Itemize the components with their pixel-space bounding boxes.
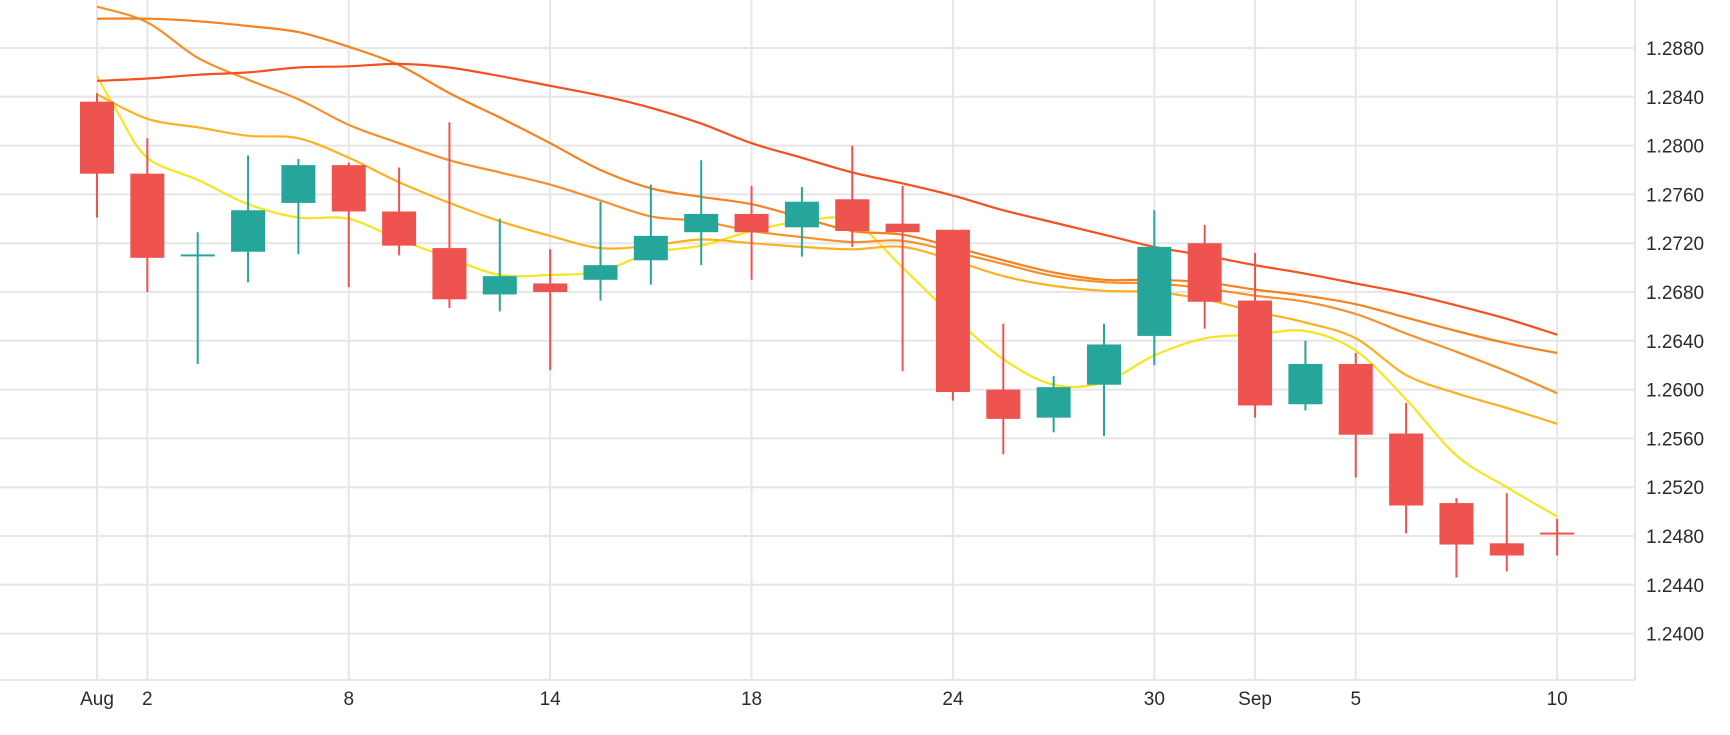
x-axis: Aug 2 8 14 18 24 30 Sep 5 10 [80,689,1568,710]
x-tick-label: 30 [1144,689,1165,710]
y-axis: 1.2400 1.2440 1.2480 1.2520 1.2560 1.2600 1.26… [1646,39,1704,646]
candle-body [633,235,668,261]
candle-body [835,199,870,231]
candle [734,185,769,280]
candle [281,159,316,255]
candle [1036,376,1071,433]
candle-body [281,165,316,203]
candle-body [180,254,215,257]
x-tick-label: 5 [1350,689,1361,710]
y-tick-label: 1.2880 [1646,39,1704,60]
candle [835,145,870,247]
x-tick-label: 14 [540,689,562,710]
candle [1439,498,1474,578]
candle [482,218,517,312]
candle-body [1036,387,1071,418]
y-tick-label: 1.2520 [1646,478,1704,499]
candle-body [784,201,819,228]
candle-body [1540,532,1575,535]
candle [986,323,1021,455]
candle [1087,323,1121,436]
x-tick-label: Aug [80,689,114,710]
candle-body [684,213,719,233]
candle [1540,518,1575,556]
grid-lines [0,0,1636,681]
candle-body [935,229,970,393]
candle-body [1238,300,1273,406]
candle [1238,252,1273,418]
candle [1137,210,1172,366]
candle-body [482,276,517,295]
y-tick-label: 1.2640 [1646,332,1704,353]
candle [684,160,719,266]
y-tick-label: 1.2840 [1646,88,1704,109]
candle-body [1187,243,1222,302]
candle-body [1489,543,1524,556]
candle-body [583,265,618,280]
candle-body [80,101,114,174]
x-tick-label: 18 [741,689,762,710]
x-tick-label: 8 [343,689,354,710]
candle [1338,353,1373,478]
candle [180,232,215,364]
y-tick-label: 1.2800 [1646,137,1704,158]
candle-body [1439,503,1474,545]
candle-body [885,223,920,233]
candle [331,162,366,288]
candle [130,138,165,292]
y-tick-label: 1.2600 [1646,381,1704,402]
candle-body [130,173,165,258]
candle [885,185,920,372]
candles [80,93,1575,578]
candle [80,93,114,218]
candle-body [734,213,769,233]
candle-body [986,389,1021,419]
ma-line-5 [96,62,1558,336]
x-tick-label: Sep [1238,689,1272,710]
candle-body [533,283,568,292]
candle [533,249,568,371]
candle [1288,340,1323,411]
candle-body [1338,363,1373,435]
candle-body [331,165,366,212]
candle [382,167,417,256]
y-tick-label: 1.2760 [1646,185,1704,206]
candle-body [432,248,467,300]
y-tick-label: 1.2680 [1646,283,1704,304]
moving-average-lines [96,5,1558,518]
candle-body [1389,433,1424,506]
candle [1187,224,1222,329]
candle [1489,493,1524,572]
ma-line-1 [96,75,1558,518]
candle [231,155,266,283]
candle-body [1137,246,1172,336]
candle [633,184,668,285]
ma-line-2 [96,93,1558,425]
y-tick-label: 1.2560 [1646,429,1704,450]
y-tick-label: 1.2440 [1646,576,1704,597]
x-tick-label: 24 [942,689,964,710]
ma-line-4 [96,17,1558,355]
candle-body [1288,363,1323,405]
x-tick-label: 10 [1547,689,1568,710]
candle [432,122,467,308]
candle [1389,403,1424,534]
x-tick-label: 2 [142,689,153,710]
candle-body [1087,344,1121,385]
ma-line-3 [96,5,1558,395]
y-tick-label: 1.2480 [1646,527,1704,548]
candle-body [231,210,266,252]
candle [583,201,618,301]
candle [784,187,819,257]
y-tick-label: 1.2720 [1646,234,1704,255]
candle-body [382,211,417,246]
candle [935,229,970,401]
y-tick-label: 1.2400 [1646,625,1704,646]
